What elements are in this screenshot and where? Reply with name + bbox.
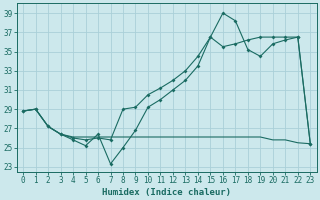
X-axis label: Humidex (Indice chaleur): Humidex (Indice chaleur): [102, 188, 231, 197]
